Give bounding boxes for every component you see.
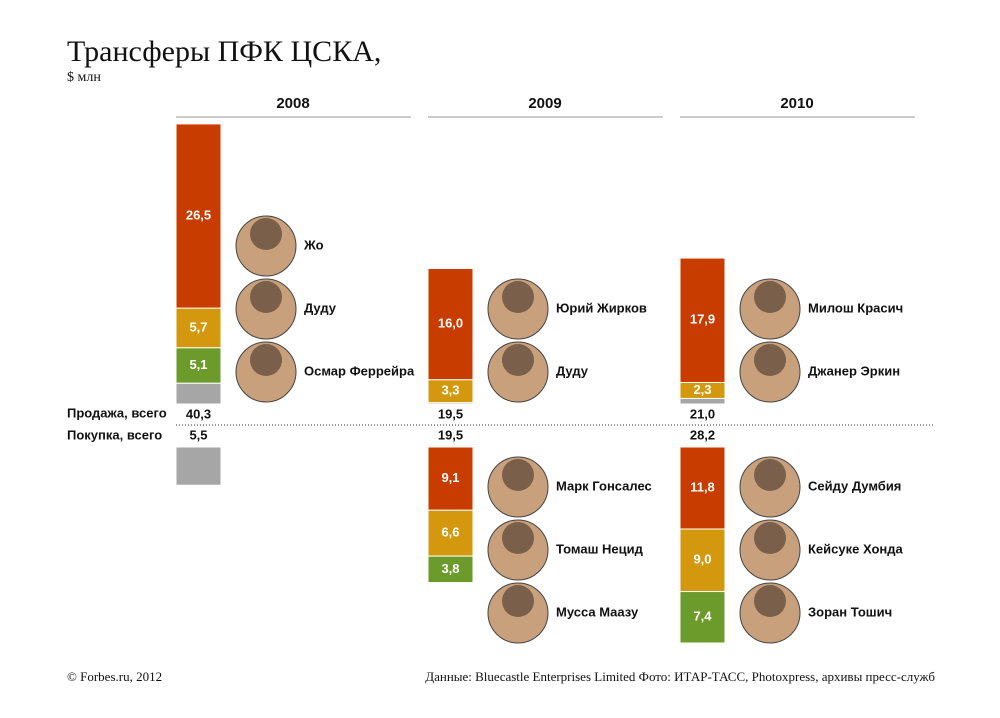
value-label: 3,8 [441, 561, 459, 576]
bar-segment [427, 267, 474, 381]
value-label: 5,1 [189, 357, 207, 372]
player-name: Марк Гонсалес [556, 478, 652, 493]
player-photo-shade [502, 344, 534, 376]
player-name: Дуду [556, 363, 589, 378]
value-label: 2,3 [693, 382, 711, 397]
source: Данные: Bluecastle Enterprises Limited Ф… [425, 669, 935, 684]
value-label: 9,0 [693, 552, 711, 567]
player-name: Томаш Нецид [556, 541, 644, 556]
bar-segment [175, 446, 222, 486]
purchases-total: 19,5 [438, 427, 463, 442]
year-label: 2008 [276, 95, 309, 112]
value-label: 5,7 [189, 319, 207, 334]
bar-segment [427, 509, 474, 557]
bar-segment [679, 591, 726, 644]
sales-label: Продажа, всего [67, 405, 167, 420]
player-name: Жо [303, 237, 324, 252]
bar-segment [427, 446, 474, 511]
player-photo-shade [502, 522, 534, 554]
bar-segment [427, 555, 474, 584]
bar-segment [679, 397, 726, 405]
value-label: 26,5 [186, 207, 211, 222]
player-name: Дуду [304, 300, 337, 315]
player-name: Зоран Тошич [808, 604, 892, 619]
player-name: Джанер Эркин [808, 363, 900, 378]
purchases-total: 5,5 [189, 427, 207, 442]
value-label: 7,4 [693, 609, 712, 624]
chart-title: Трансферы ПФК ЦСКА, [67, 35, 381, 68]
player-name: Кейсуке Хонда [808, 541, 904, 556]
player-name: Милош Красич [808, 300, 903, 315]
sales-total: 21,0 [690, 406, 715, 421]
bar-segment [679, 446, 726, 530]
credit: © Forbes.ru, 2012 [67, 669, 162, 684]
bar-segment [679, 257, 726, 383]
player-photo-shade [250, 281, 282, 313]
bar-segment [175, 307, 222, 349]
value-label: 17,9 [690, 312, 715, 327]
value-label: 11,8 [690, 479, 715, 494]
player-photo-shade [754, 585, 786, 617]
sales-total: 40,3 [186, 406, 211, 421]
year-label: 2009 [528, 95, 561, 112]
chart-subtitle: $ млн [67, 70, 101, 85]
player-photo-shade [754, 281, 786, 313]
player-name: Мусса Маазу [556, 604, 639, 619]
bar-segment [175, 382, 222, 405]
player-photo-shade [754, 522, 786, 554]
player-name: Юрий Жирков [556, 300, 647, 315]
player-photo-shade [754, 459, 786, 491]
player-photo-shade [502, 585, 534, 617]
value-label: 3,3 [441, 383, 459, 398]
bar-segment [175, 123, 222, 309]
player-photo-shade [250, 218, 282, 250]
player-name: Сейду Думбия [808, 478, 901, 493]
year-label: 2010 [780, 95, 813, 112]
player-name: Осмар Феррейра [304, 363, 415, 378]
player-photo-shade [250, 344, 282, 376]
sales-total: 19,5 [438, 406, 463, 421]
player-photo-shade [754, 344, 786, 376]
value-label: 16,0 [438, 316, 463, 331]
player-photo-shade [502, 281, 534, 313]
value-label: 6,6 [441, 525, 459, 540]
player-photo-shade [502, 459, 534, 491]
value-label: 9,1 [441, 470, 459, 485]
purchases-label: Покупка, всего [67, 427, 162, 442]
purchases-total: 28,2 [690, 427, 715, 442]
